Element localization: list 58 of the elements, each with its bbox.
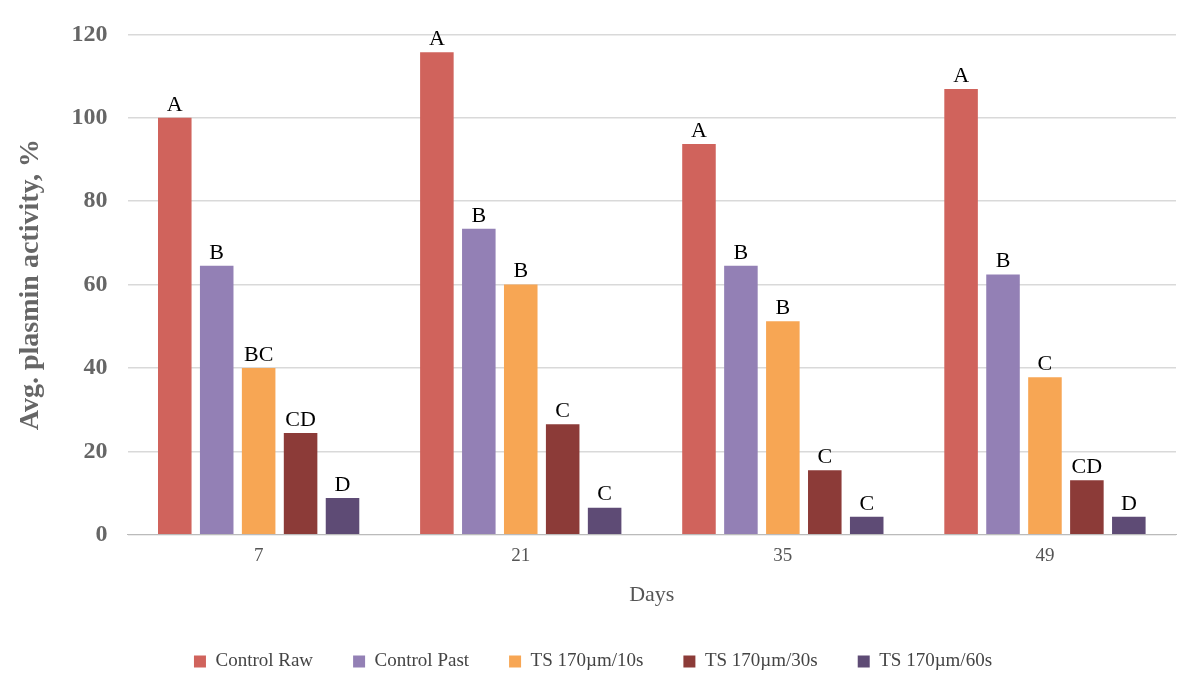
data-label: D [334,470,351,496]
data-label: BC [243,340,274,366]
data-label: CD [1071,452,1103,478]
legend-label: Control Raw [215,649,314,671]
data-label: C [555,397,571,423]
bar [158,117,192,535]
data-label: B [209,238,225,264]
x-tick-label: 7 [253,544,264,566]
bar [462,228,496,535]
data-label: B [733,238,749,264]
bar [682,144,716,535]
y-tick-label: 0 [95,520,108,546]
y-axis-title: Avg. plasmin activity, % [13,139,45,431]
bar [849,516,884,535]
bar [325,498,360,535]
y-tick-label: 60 [83,269,108,296]
legend-label: TS 170µm/30s [704,649,818,671]
x-axis-title: Days [629,580,675,606]
bar [1070,480,1104,535]
data-label: B [471,201,487,227]
bar [1028,377,1062,535]
data-label: D [1120,489,1137,515]
y-tick-label: 80 [83,186,108,213]
data-label: A [691,116,708,142]
bar [808,470,842,535]
bar [241,368,276,535]
bar [503,284,538,535]
data-label: C [859,489,875,515]
x-tick-label: 35 [773,544,793,566]
y-tick-label: 40 [83,353,108,380]
data-label: B [775,294,791,320]
bar [199,265,234,535]
data-label: A [953,61,970,87]
data-label: B [513,257,529,283]
bar [724,265,758,535]
bar [283,433,318,535]
legend-label: Control Past [374,649,470,671]
bar [420,52,454,535]
data-label: B [995,247,1011,273]
bar [986,274,1020,535]
bar [944,89,978,535]
y-tick-label: 20 [83,436,108,463]
bar [1112,516,1146,535]
legend-label: TS 170µm/10s [530,649,644,671]
data-label: C [597,480,612,506]
data-label: A [166,90,183,116]
y-tick-label: 120 [71,19,108,46]
legend-label: TS 170µm/60s [879,649,993,671]
data-label: CD [285,405,316,431]
bar [587,507,622,535]
bar [545,424,580,535]
data-label: C [817,442,833,468]
bar [766,321,800,535]
x-tick-label: 21 [511,544,531,566]
data-label: A [428,25,445,51]
y-tick-label: 100 [71,103,108,129]
x-tick-label: 49 [1035,544,1055,566]
data-label: C [1037,349,1053,375]
